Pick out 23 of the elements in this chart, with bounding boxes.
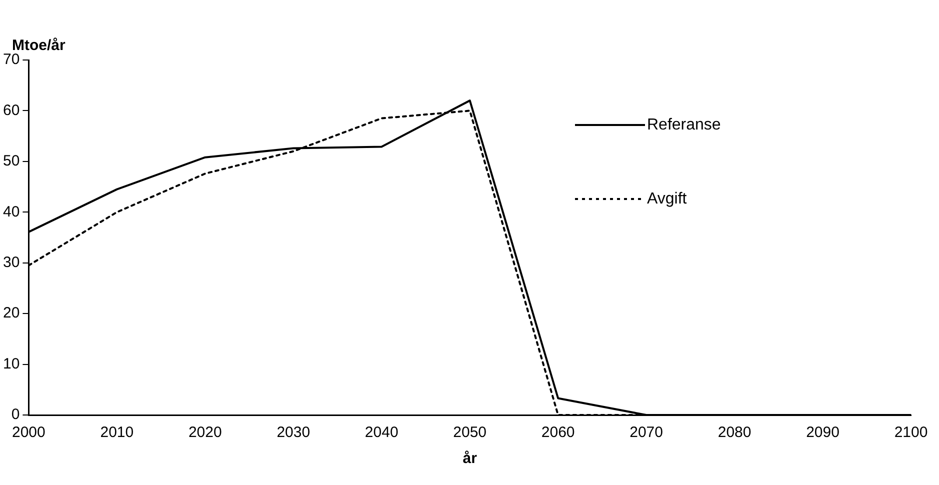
legend-label: Referanse <box>647 116 721 134</box>
x-tick-label: 2100 <box>894 424 928 442</box>
y-tick-label: 30 <box>2 254 20 271</box>
y-tick-label: 10 <box>2 355 20 372</box>
x-tick-label: 2080 <box>718 424 752 442</box>
y-tick-label: 20 <box>2 304 20 322</box>
x-tick-label: 2020 <box>188 424 222 442</box>
x-tick-label: 2000 <box>12 424 46 442</box>
x-tick-label: 2010 <box>100 424 134 442</box>
y-tick-label: 0 <box>11 406 20 424</box>
x-tick-label: 2040 <box>364 424 398 442</box>
x-tick-label: 2060 <box>541 424 575 442</box>
x-tick-label: 2070 <box>630 424 663 442</box>
y-tick-label: 40 <box>2 203 20 220</box>
x-axis-title: år <box>462 450 478 467</box>
y-tick-label: 70 <box>2 51 20 68</box>
x-tick-label: 2050 <box>453 424 487 442</box>
y-axis-title: Mtoe/år <box>12 37 66 54</box>
legend-label: Avgift <box>647 190 688 208</box>
y-tick-label: 50 <box>2 152 20 170</box>
x-tick-label: 2090 <box>806 424 840 442</box>
x-tick-label: 2030 <box>276 424 310 442</box>
y-tick-label: 60 <box>2 102 20 119</box>
